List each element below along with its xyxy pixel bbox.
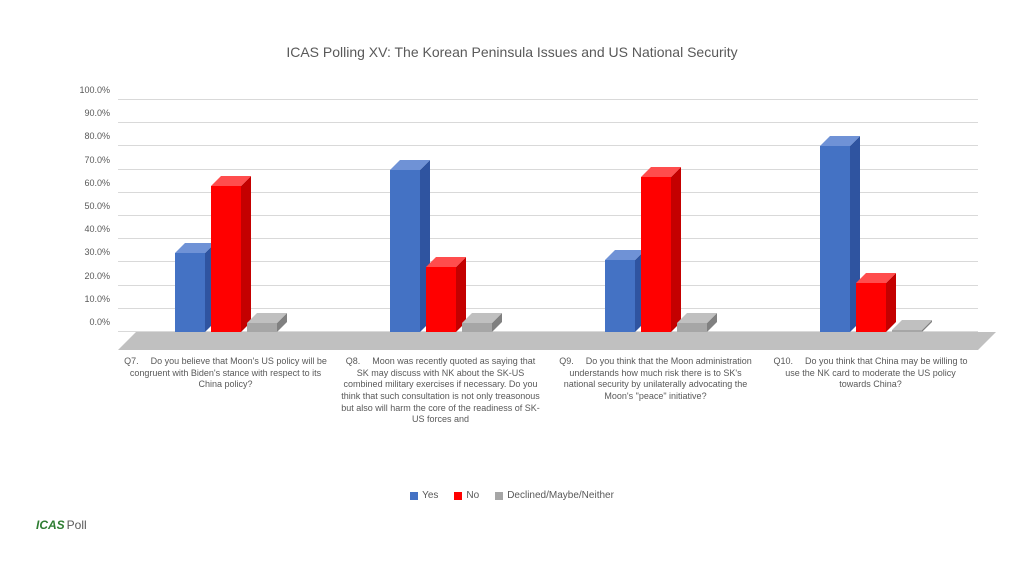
bar-front xyxy=(605,260,635,332)
question-number: Q10. xyxy=(773,356,793,368)
bar-side xyxy=(886,273,896,332)
bar-yes xyxy=(390,170,420,332)
legend-label: Declined/Maybe/Neither xyxy=(507,490,614,501)
bar-dec xyxy=(677,323,707,332)
x-axis-label: Q8.Moon was recently quoted as saying th… xyxy=(333,356,548,426)
question-text: Do you believe that Moon's US policy wil… xyxy=(130,356,327,389)
bar-front xyxy=(856,283,886,332)
chart-floor xyxy=(118,332,996,350)
bar-front xyxy=(211,186,241,332)
bar-side xyxy=(671,167,681,332)
legend-swatch xyxy=(495,492,503,500)
bar-groups xyxy=(118,100,978,332)
legend-item-dec: Declined/Maybe/Neither xyxy=(495,490,614,501)
y-tick-label: 40.0% xyxy=(84,224,110,234)
bar-group xyxy=(548,100,763,332)
y-tick-label: 0.0% xyxy=(89,317,110,327)
legend-swatch xyxy=(410,492,418,500)
x-axis-label: Q9.Do you think that the Moon administra… xyxy=(548,356,763,426)
brand-suffix: Poll xyxy=(67,518,87,532)
bar-dec xyxy=(247,323,277,332)
chart-title: ICAS Polling XV: The Korean Peninsula Is… xyxy=(0,44,1024,60)
y-tick-label: 90.0% xyxy=(84,108,110,118)
bar-no xyxy=(426,267,456,332)
bar-front xyxy=(390,170,420,332)
bar-group xyxy=(763,100,978,332)
chart-container: ICAS Polling XV: The Korean Peninsula Is… xyxy=(0,0,1024,576)
y-tick-label: 30.0% xyxy=(84,247,110,257)
bar-dec xyxy=(462,323,492,332)
bar-no xyxy=(211,186,241,332)
question-text: Moon was recently quoted as saying that … xyxy=(341,356,540,424)
bar-no xyxy=(856,283,886,332)
bar-no xyxy=(641,177,671,332)
y-tick-label: 80.0% xyxy=(84,131,110,141)
question-number: Q8. xyxy=(346,356,361,368)
legend-item-yes: Yes xyxy=(410,490,438,501)
bar-yes xyxy=(175,253,205,332)
bar-group xyxy=(333,100,548,332)
bar-front xyxy=(641,177,671,332)
plot-area: 0.0%10.0%20.0%30.0%40.0%50.0%60.0%70.0%8… xyxy=(118,100,978,350)
bar-yes xyxy=(820,146,850,332)
question-number: Q7. xyxy=(124,356,139,368)
bar-front xyxy=(175,253,205,332)
y-tick-label: 10.0% xyxy=(84,294,110,304)
bar-side xyxy=(241,176,251,332)
brand-icas: ICAS xyxy=(36,518,65,532)
legend-item-no: No xyxy=(454,490,479,501)
question-text: Do you think that China may be willing t… xyxy=(785,356,967,389)
bar-dec xyxy=(892,330,922,332)
x-axis-label: Q7.Do you believe that Moon's US policy … xyxy=(118,356,333,426)
bar-front xyxy=(426,267,456,332)
question-number: Q9. xyxy=(559,356,574,368)
y-tick-label: 20.0% xyxy=(84,271,110,281)
bar-front xyxy=(247,323,277,332)
y-tick-label: 50.0% xyxy=(84,201,110,211)
legend-label: Yes xyxy=(422,490,438,501)
question-text: Do you think that the Moon administratio… xyxy=(564,356,752,401)
bar-front xyxy=(677,323,707,332)
y-tick-label: 100.0% xyxy=(79,85,110,95)
x-axis-label: Q10.Do you think that China may be willi… xyxy=(763,356,978,426)
bar-group xyxy=(118,100,333,332)
brand-label: ICASPoll xyxy=(36,518,87,532)
y-tick-label: 70.0% xyxy=(84,155,110,165)
bar-front xyxy=(462,323,492,332)
bar-front xyxy=(892,330,922,332)
y-tick-label: 60.0% xyxy=(84,178,110,188)
legend-swatch xyxy=(454,492,462,500)
bar-front xyxy=(820,146,850,332)
legend-label: No xyxy=(466,490,479,501)
bar-yes xyxy=(605,260,635,332)
x-axis-labels: Q7.Do you believe that Moon's US policy … xyxy=(118,356,978,426)
legend: Yes No Declined/Maybe/Neither xyxy=(0,490,1024,503)
